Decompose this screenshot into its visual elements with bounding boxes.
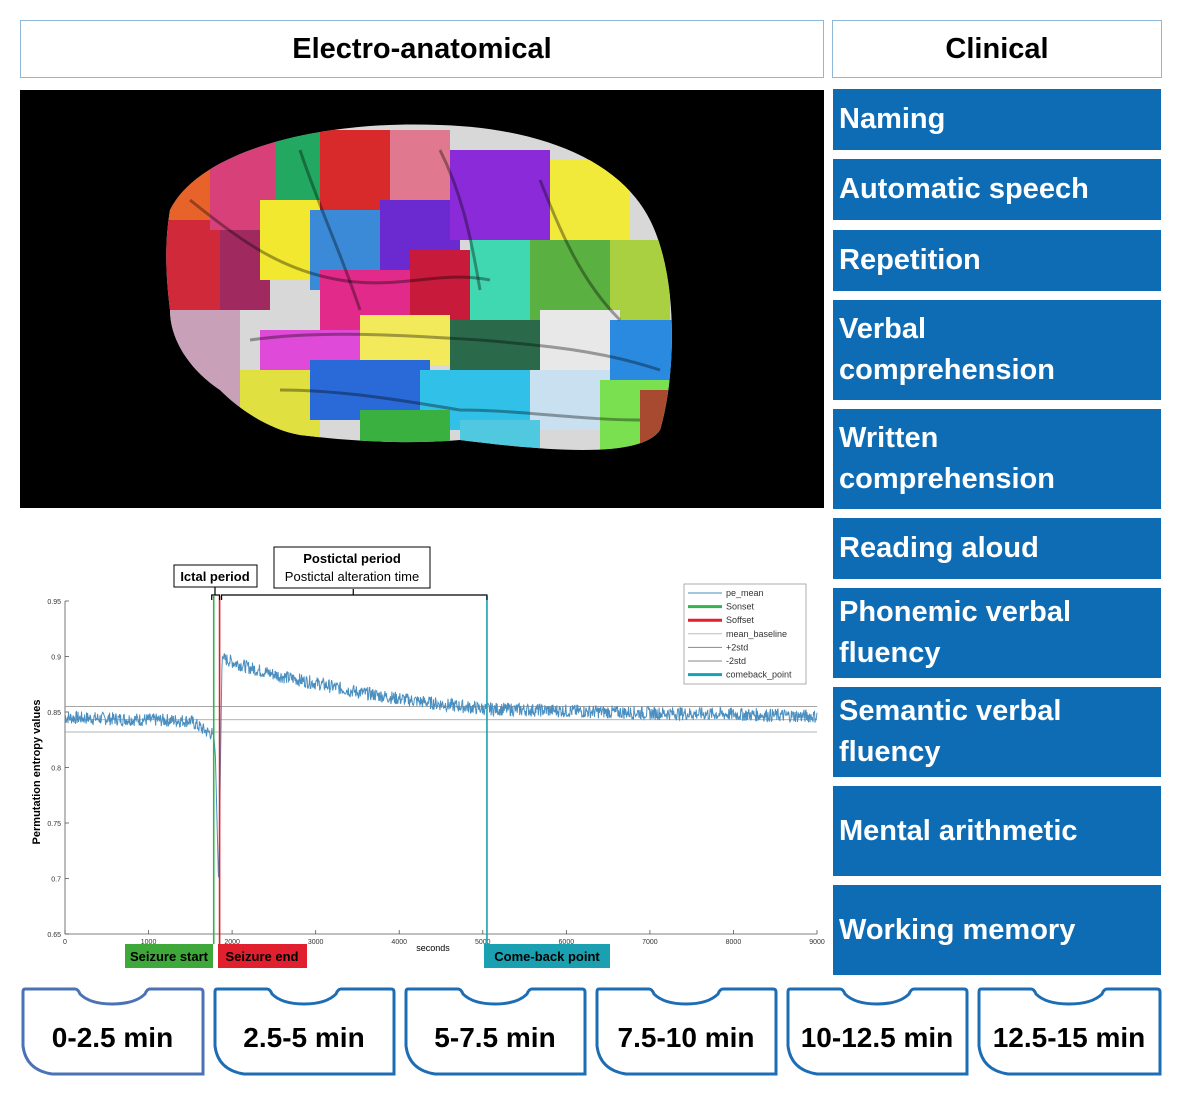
time-tab-4: 7.5-10 min: [594, 986, 778, 1078]
y-tick-label: 0.8: [51, 766, 61, 773]
chart-axes: 0 1000 2000 3000 4000 5000 6000 7000 8000 9000 0.6…: [47, 599, 825, 946]
legend-entry: mean_baseline: [726, 629, 787, 639]
legend-entry: +2std: [726, 642, 748, 652]
postictal-period-label: Postictal period: [303, 551, 401, 566]
clinical-item-verbal-comprehension: Verbal comprehension: [833, 300, 1161, 400]
permutation-entropy-chart: 0 1000 2000 3000 4000 5000 6000 7000 8000 9000 0.6…: [31, 546, 825, 968]
pe-mean-trace: [64, 653, 818, 878]
time-tab-1: 0-2.5 min: [20, 986, 205, 1078]
x-tick-label: 7000: [642, 939, 658, 946]
time-tab-1-label: 0-2.5 min: [51, 1022, 174, 1053]
time-tab-4-label: 7.5-10 min: [617, 1022, 755, 1053]
x-tick-label: 5000: [475, 939, 491, 946]
clinical-item-written-comprehension: Written comprehension: [833, 409, 1161, 509]
legend-entry: Soffset: [726, 615, 754, 625]
y-tick-label: 0.65: [47, 932, 61, 939]
clinical-item-naming: Naming: [833, 89, 1161, 150]
x-tick-label: 9000: [809, 939, 825, 946]
ictal-bracket: [211, 594, 221, 600]
clinical-item-working-memory: Working memory: [833, 885, 1161, 975]
postictal-bracket: [220, 589, 488, 600]
x-tick-label: 0: [63, 939, 67, 946]
clinical-item-semantic-verbal-fluency: Semantic verbal fluency: [833, 687, 1161, 777]
clinical-item-reading-aloud: Reading aloud: [833, 518, 1161, 579]
legend-entry: comeback_point: [726, 670, 792, 680]
period-brackets: [211, 587, 488, 600]
x-tick-label: 6000: [559, 939, 575, 946]
event-lines: [212, 596, 488, 944]
x-tick-label: 4000: [391, 939, 407, 946]
clinical-item-automatic-speech: Automatic speech: [833, 159, 1161, 220]
time-tab-5: 10-12.5 min: [785, 986, 969, 1078]
y-tick-label: 0.75: [47, 821, 61, 828]
time-tab-5-label: 10-12.5 min: [800, 1022, 954, 1053]
x-tick-label: 8000: [726, 939, 742, 946]
y-tick-label: 0.85: [47, 710, 61, 717]
y-axis-label: Permutation entropy values: [31, 700, 43, 845]
y-tick-label: 0.95: [47, 599, 61, 606]
time-tab-2: 2.5-5 min: [212, 986, 396, 1078]
time-tab-3-label: 5-7.5 min: [434, 1022, 556, 1053]
ictal-period-label: Ictal period: [180, 569, 249, 584]
x-tick-label: 3000: [308, 939, 324, 946]
time-tab-6: 12.5-15 min: [976, 986, 1162, 1078]
x-axis-label: seconds: [416, 943, 450, 953]
electro-anatomical-header: Electro-anatomical: [20, 20, 824, 78]
postictal-alteration-label: Postictal alteration time: [285, 569, 419, 584]
seizure-end-label: Seizure end: [226, 949, 299, 964]
come-back-point-label: Come-back point: [494, 949, 600, 964]
clinical-item-repetition: Repetition: [833, 230, 1161, 291]
clinical-header: Clinical: [832, 20, 1162, 78]
time-tab-2-label: 2.5-5 min: [243, 1022, 365, 1053]
brain-surface-render: [166, 124, 672, 450]
time-tab-3: 5-7.5 min: [403, 986, 587, 1078]
y-tick-label: 0.7: [51, 877, 61, 884]
y-tick-label: 0.9: [51, 655, 61, 662]
chart-legend: pe_mean Sonset Soffset mean_baseline +2std -2…: [683, 583, 807, 685]
clinical-item-mental-arithmetic: Mental arithmetic: [833, 786, 1161, 876]
legend-entry: -2std: [726, 656, 746, 666]
legend-entry: pe_mean: [726, 588, 764, 598]
time-tab-6-label: 12.5-15 min: [992, 1022, 1146, 1053]
clinical-item-phonemic-verbal-fluency: Phonemic verbal fluency: [833, 588, 1161, 678]
seizure-start-label: Seizure start: [130, 949, 209, 964]
x-tick-label: 2000: [224, 939, 240, 946]
brain-parcellation-image: [20, 90, 824, 508]
x-tick-label: 1000: [141, 939, 157, 946]
legend-entry: Sonset: [726, 602, 755, 612]
